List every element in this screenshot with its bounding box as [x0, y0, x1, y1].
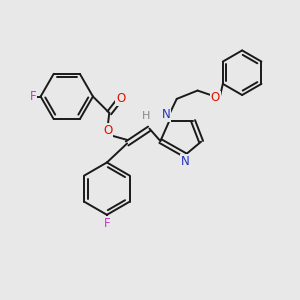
Text: N: N	[181, 155, 189, 168]
Text: H: H	[142, 111, 151, 121]
Text: N: N	[161, 108, 170, 121]
Text: O: O	[211, 92, 220, 104]
Text: O: O	[116, 92, 125, 105]
Text: O: O	[103, 124, 112, 136]
Text: F: F	[103, 217, 110, 230]
Text: F: F	[30, 90, 37, 103]
